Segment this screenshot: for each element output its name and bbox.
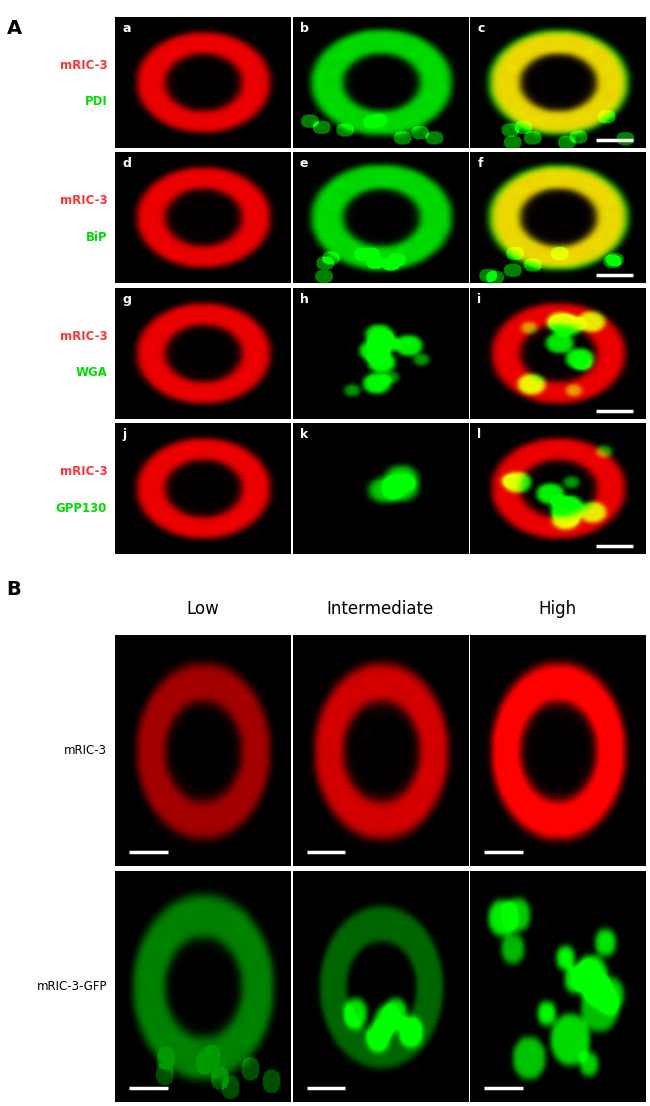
Text: j: j (122, 428, 126, 441)
Text: mRIC-3: mRIC-3 (60, 195, 107, 207)
Text: k: k (300, 428, 308, 441)
Text: mRIC-3: mRIC-3 (64, 744, 107, 758)
Text: B: B (6, 580, 21, 598)
Text: PDI: PDI (84, 95, 107, 108)
Text: h: h (300, 293, 309, 305)
Text: d: d (122, 157, 131, 170)
Text: WGA: WGA (75, 366, 107, 379)
Text: i: i (477, 293, 482, 305)
Text: f: f (477, 157, 483, 170)
Text: mRIC-3: mRIC-3 (60, 330, 107, 343)
Text: High: High (539, 601, 577, 618)
Text: g: g (122, 293, 131, 305)
Text: GPP130: GPP130 (56, 502, 107, 514)
Text: l: l (477, 428, 482, 441)
Text: A: A (6, 19, 21, 38)
Text: mRIC-3-GFP: mRIC-3-GFP (37, 980, 107, 992)
Text: b: b (300, 22, 309, 34)
Text: mRIC-3: mRIC-3 (60, 466, 107, 478)
Text: BiP: BiP (86, 231, 107, 243)
Text: a: a (122, 22, 131, 34)
Text: mRIC-3: mRIC-3 (60, 59, 107, 72)
Text: Intermediate: Intermediate (326, 601, 434, 618)
Text: e: e (300, 157, 308, 170)
Text: c: c (477, 22, 485, 34)
Text: Low: Low (186, 601, 219, 618)
